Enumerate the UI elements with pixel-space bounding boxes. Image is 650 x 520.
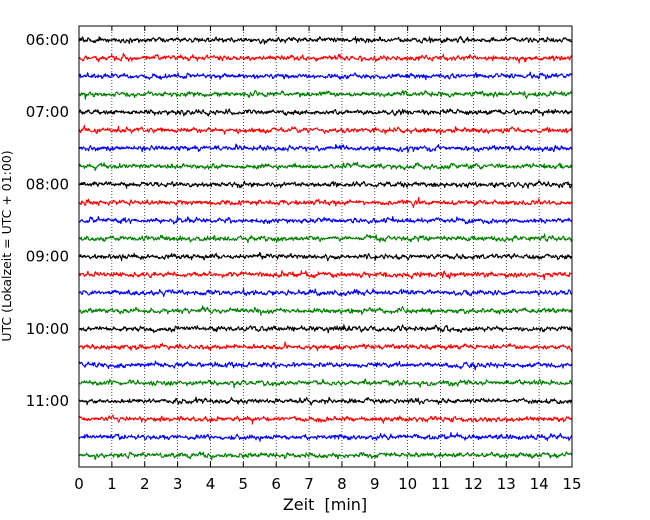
trace-0715 — [78, 124, 573, 135]
trace-0845 — [78, 233, 573, 244]
trace-1115 — [78, 414, 573, 425]
x-tick-label: 4 — [206, 475, 216, 493]
x-axis: 0 1 2 3 4 5 6 7 8 9 10 11 12 13 14 15 — [74, 26, 582, 493]
x-tick-label: 10 — [398, 475, 417, 493]
x-tick-label: 9 — [370, 475, 380, 493]
trace-0800 — [78, 180, 573, 189]
x-tick-label: 1 — [107, 475, 117, 493]
x-tick-label: 13 — [497, 475, 516, 493]
y-tick-label: 07:00 — [26, 103, 69, 121]
x-tick-label: 8 — [337, 475, 347, 493]
trace-0930 — [78, 288, 573, 298]
trace-1130 — [78, 431, 573, 442]
y-tick-label: 06:00 — [26, 31, 69, 49]
trace-0700 — [78, 108, 573, 117]
x-tick-label: 7 — [304, 475, 314, 493]
trace-1000 — [78, 324, 573, 334]
trace-group — [78, 35, 573, 461]
trace-0730 — [78, 143, 573, 153]
trace-0945 — [78, 305, 573, 316]
trace-1015 — [78, 341, 573, 352]
y-tick-label: 09:00 — [26, 248, 69, 266]
trace-1030 — [78, 360, 573, 371]
trace-0600 — [78, 35, 573, 45]
x-axis-title: Zeit [min] — [283, 495, 367, 514]
y-tick-label: 11:00 — [26, 392, 69, 410]
x-tick-label: 11 — [431, 475, 450, 493]
x-tick-label: 14 — [530, 475, 549, 493]
x-tick-label: 3 — [173, 475, 183, 493]
trace-1100 — [78, 396, 573, 406]
trace-0645 — [78, 89, 573, 100]
trace-0745 — [78, 161, 573, 172]
x-tick-label: 6 — [271, 475, 281, 493]
trace-0915 — [78, 270, 573, 281]
x-tick-label: 15 — [562, 475, 581, 493]
x-tick-label: 0 — [74, 475, 84, 493]
trace-1145 — [78, 451, 573, 461]
x-tick-label: 5 — [239, 475, 249, 493]
trace-0615 — [78, 52, 573, 64]
trace-0830 — [78, 215, 573, 225]
y-tick-label: 08:00 — [26, 175, 69, 193]
plot-frame — [78, 25, 573, 468]
y-tick-label: 10:00 — [26, 320, 69, 338]
y-axis-title: UTC (Lokalzeit = UTC + 01:00) — [0, 150, 14, 341]
trace-1045 — [78, 378, 573, 389]
trace-0815 — [78, 196, 573, 208]
y-axis: 06:00 07:00 08:00 09:00 10:00 11:00 — [26, 31, 572, 410]
trace-0630 — [78, 71, 573, 81]
x-tick-label: 12 — [464, 475, 483, 493]
x-tick-label: 2 — [140, 475, 150, 493]
trace-0900 — [78, 251, 573, 262]
